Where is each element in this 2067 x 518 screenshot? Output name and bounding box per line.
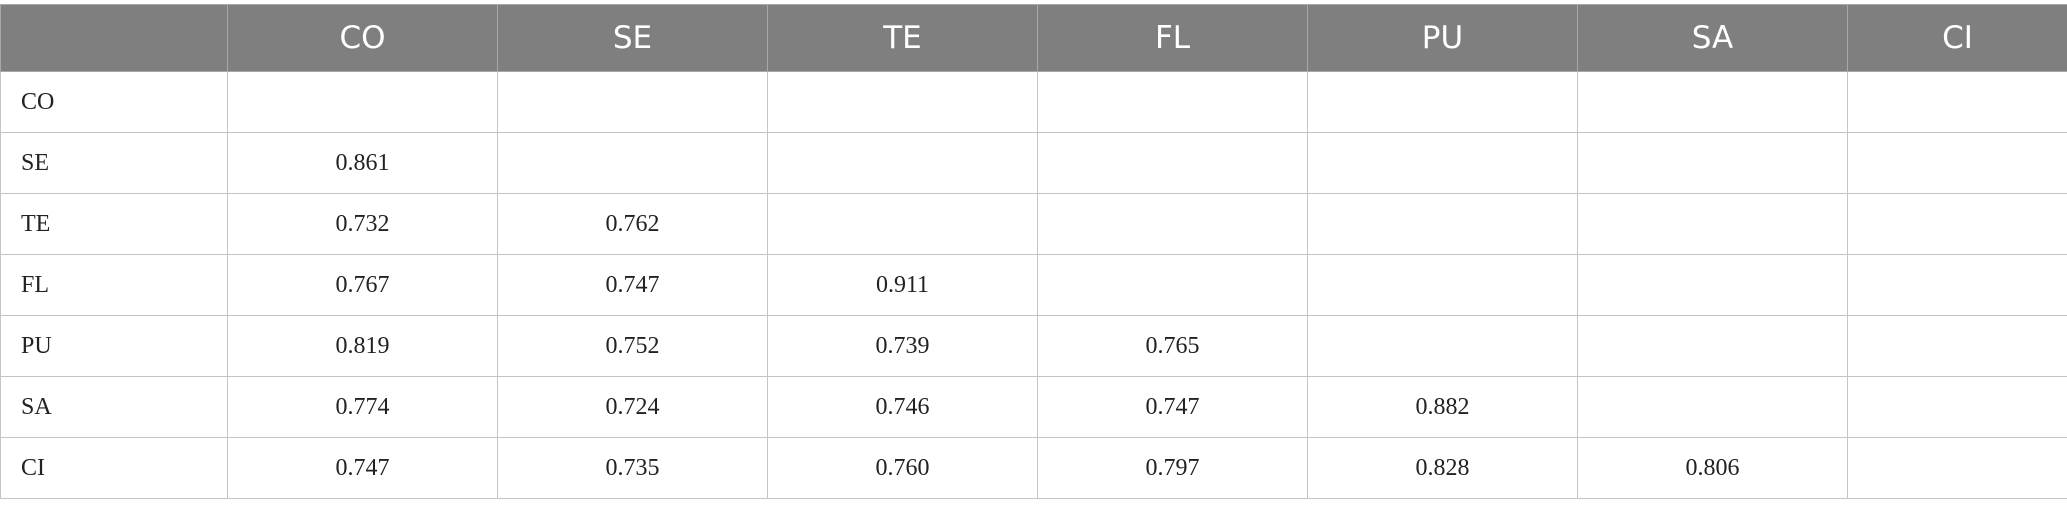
table-cell: 0.747 — [497, 254, 768, 316]
table-cell — [1847, 315, 2067, 377]
table-cell — [1577, 132, 1848, 194]
row-label: SA — [0, 376, 228, 438]
table-row: FL 0.767 0.747 0.911 — [0, 254, 2067, 316]
table-cell: 0.735 — [497, 437, 768, 499]
table-cell: 0.861 — [227, 132, 498, 194]
column-header-ci: CI — [1847, 4, 2067, 72]
table-cell: 0.806 — [1577, 437, 1848, 499]
table-cell: 0.747 — [1037, 376, 1308, 438]
table-cell: 0.762 — [497, 193, 768, 255]
table-cell: 0.774 — [227, 376, 498, 438]
table-cell — [1847, 376, 2067, 438]
table-cell — [1847, 437, 2067, 499]
table-cell — [1577, 193, 1848, 255]
table-cell — [1577, 254, 1848, 316]
table-row: PU 0.819 0.752 0.739 0.765 — [0, 315, 2067, 377]
table-row: TE 0.732 0.762 — [0, 193, 2067, 255]
table-cell — [1577, 376, 1848, 438]
table-cell: 0.760 — [767, 437, 1038, 499]
table-row: SA 0.774 0.724 0.746 0.747 0.882 — [0, 376, 2067, 438]
table-cell: 0.732 — [227, 193, 498, 255]
table-cell — [497, 132, 768, 194]
row-label: FL — [0, 254, 228, 316]
row-label: TE — [0, 193, 228, 255]
table-cell: 0.819 — [227, 315, 498, 377]
column-header-sa: SA — [1577, 4, 1848, 72]
header-row: CO SE TE FL PU SA CI — [0, 4, 2067, 72]
table-cell — [767, 71, 1038, 133]
table-cell — [767, 132, 1038, 194]
row-label: PU — [0, 315, 228, 377]
row-label: CI — [0, 437, 228, 499]
table-cell — [1847, 254, 2067, 316]
corner-cell — [0, 4, 228, 72]
table-cell: 0.882 — [1307, 376, 1578, 438]
table-cell — [1307, 254, 1578, 316]
table-cell — [227, 71, 498, 133]
table-cell: 0.747 — [227, 437, 498, 499]
table-cell — [1037, 132, 1308, 194]
table-row: CO — [0, 71, 2067, 133]
table-cell: 0.828 — [1307, 437, 1578, 499]
table-cell — [1577, 315, 1848, 377]
table-cell — [1307, 315, 1578, 377]
table-cell — [1577, 71, 1848, 133]
table-cell — [1037, 71, 1308, 133]
table-cell: 0.724 — [497, 376, 768, 438]
table-cell — [1847, 132, 2067, 194]
row-label: CO — [0, 71, 228, 133]
table-cell: 0.797 — [1037, 437, 1308, 499]
table-cell — [1847, 71, 2067, 133]
row-label: SE — [0, 132, 228, 194]
table-cell — [1037, 254, 1308, 316]
table-cell: 0.911 — [767, 254, 1038, 316]
correlation-matrix-table: CO SE TE FL PU SA CI CO SE 0.861 — [0, 4, 2067, 499]
table-cell — [1307, 132, 1578, 194]
column-header-te: TE — [767, 4, 1038, 72]
table-cell — [497, 71, 768, 133]
table-cell — [767, 193, 1038, 255]
table-cell — [1037, 193, 1308, 255]
table-row: SE 0.861 — [0, 132, 2067, 194]
column-header-se: SE — [497, 4, 768, 72]
table-cell: 0.765 — [1037, 315, 1308, 377]
table-cell — [1307, 193, 1578, 255]
table-cell: 0.752 — [497, 315, 768, 377]
table-row: CI 0.747 0.735 0.760 0.797 0.828 0.806 — [0, 437, 2067, 499]
column-header-co: CO — [227, 4, 498, 72]
table-cell: 0.746 — [767, 376, 1038, 438]
column-header-fl: FL — [1037, 4, 1308, 72]
table-cell: 0.739 — [767, 315, 1038, 377]
table-cell — [1847, 193, 2067, 255]
table-cell — [1307, 71, 1578, 133]
column-header-pu: PU — [1307, 4, 1578, 72]
table-cell: 0.767 — [227, 254, 498, 316]
